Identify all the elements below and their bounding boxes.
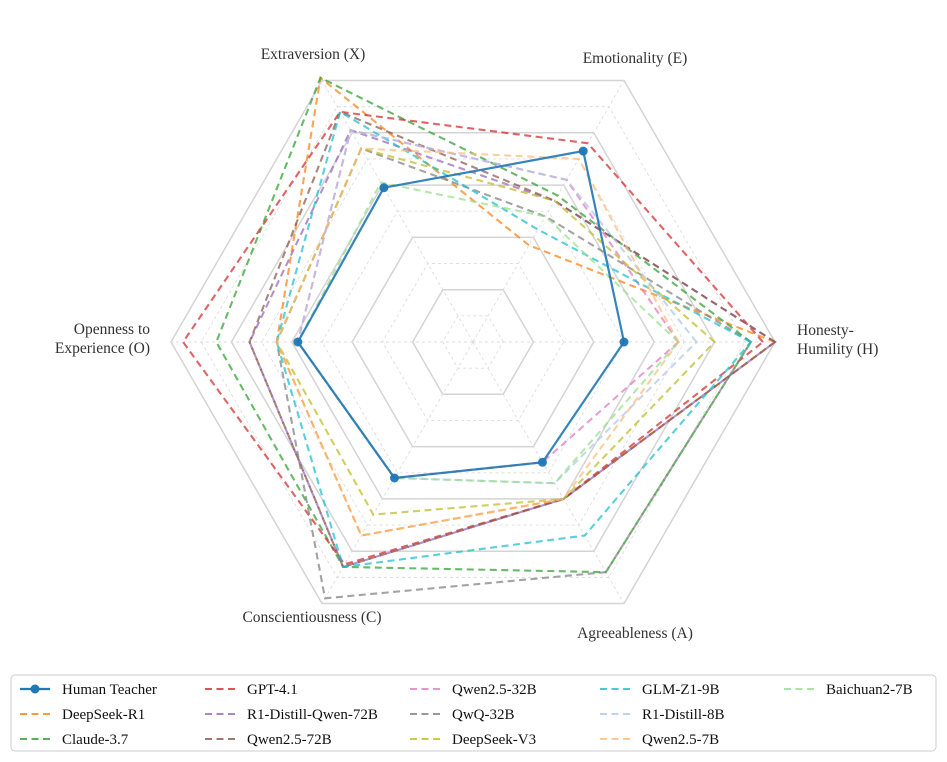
series-deepseek-r1 <box>275 75 778 537</box>
axis-label-line: Humility (H) <box>797 341 878 358</box>
data-point <box>293 337 303 347</box>
legend-label: DeepSeek-V3 <box>452 732 536 748</box>
series-gpt-4-1 <box>181 110 765 566</box>
series-line <box>296 128 698 485</box>
series-line <box>248 128 777 569</box>
legend-item-r1-distill-8b: R1-Distill-8B <box>600 707 725 723</box>
legend-label: Claude-3.7 <box>62 732 129 748</box>
series-line <box>181 110 765 566</box>
legend-label: Qwen2.5-72B <box>247 732 332 748</box>
legend-label: GLM-Z1-9B <box>642 682 720 698</box>
axis-label-agreeableness-a: Agreeableness (A) <box>577 625 693 642</box>
radar-series <box>181 75 778 600</box>
legend-label: DeepSeek-R1 <box>62 707 145 723</box>
series-line <box>275 110 753 569</box>
series-qwen2-5-72b <box>248 110 777 569</box>
series-line <box>248 110 777 569</box>
legend-item-glm-z1-9b: GLM-Z1-9B <box>600 682 720 698</box>
axis-label-extraversion-x: Extraversion (X) <box>261 46 366 63</box>
legend: Human Teacher DeepSeek-R1 Claude-3.7 GPT-4.… <box>10 674 937 752</box>
axis-label-line: Honesty- <box>797 322 854 339</box>
legend-label: R1-Distill-Qwen-72B <box>247 707 378 723</box>
series-line <box>215 76 753 574</box>
axis-label-honesty-humility-h: Honesty- Humility (H) <box>797 322 878 358</box>
legend-label: R1-Distill-8B <box>642 707 725 723</box>
legend-item-qwen2-5-72b: Qwen2.5-72B <box>205 732 332 748</box>
legend-item-claude-3-7: Claude-3.7 <box>20 732 129 748</box>
data-point <box>389 473 399 483</box>
legend-frame <box>10 674 937 752</box>
series-line <box>275 75 778 537</box>
legend-label: Qwen2.5-32B <box>452 682 537 698</box>
axis-spoke <box>472 80 625 343</box>
data-point <box>619 337 629 347</box>
data-point <box>578 146 588 156</box>
legend-item-gpt-4-1: GPT-4.1 <box>205 682 298 698</box>
legend-label: GPT-4.1 <box>247 682 298 698</box>
series-human-teacher <box>293 146 629 483</box>
axis-label-line: Openness to <box>74 321 150 338</box>
axis-label-line: Extraversion (X) <box>261 46 366 63</box>
axis-label-line: Experience (O) <box>55 340 150 357</box>
series-glm-z1-9b <box>275 110 753 569</box>
axis-labels: Honesty- Humility (H) Emotionality (E) Extr… <box>55 46 878 642</box>
data-point <box>379 183 389 193</box>
series-claude-3-7 <box>215 76 753 574</box>
axis-spoke <box>321 80 474 343</box>
series-r1-distill-8b <box>296 128 698 485</box>
legend-item-qwq-32b: QwQ-32B <box>410 707 515 723</box>
axis-spoke <box>321 341 474 604</box>
axis-spoke <box>472 341 625 604</box>
axis-label-emotionality-e: Emotionality (E) <box>583 50 688 67</box>
legend-item-deepseek-r1: DeepSeek-R1 <box>20 707 145 723</box>
legend-label: Human Teacher <box>62 682 157 698</box>
series-line <box>296 149 626 480</box>
legend-label: Qwen2.5-7B <box>642 732 719 748</box>
legend-item-qwen2-5-32b: Qwen2.5-32B <box>410 682 537 698</box>
legend-item-deepseek-v3: DeepSeek-V3 <box>410 732 536 748</box>
legend-label: QwQ-32B <box>452 707 515 723</box>
axis-label-line: Agreeableness (A) <box>577 625 693 642</box>
legend-label: Baichuan2-7B <box>826 682 913 698</box>
legend-item-baichuan2-7b: Baichuan2-7B <box>784 682 913 698</box>
legend-item-human-teacher: Human Teacher <box>20 682 157 698</box>
axis-label-conscientiousness-c: Conscientiousness (C) <box>242 609 381 626</box>
legend-item-qwen2-5-7b: Qwen2.5-7B <box>600 732 719 748</box>
axis-label-line: Emotionality (E) <box>583 50 688 67</box>
legend-item-r1-distill-qwen-72b: R1-Distill-Qwen-72B <box>205 707 378 723</box>
axis-label-openness-to-experience-o: Openness to Experience (O) <box>55 321 150 357</box>
series-r1-distill-qwen-72b <box>248 128 777 569</box>
legend-marker <box>30 684 40 694</box>
series-line <box>275 147 680 537</box>
data-point <box>537 457 547 467</box>
axis-label-line: Conscientiousness (C) <box>242 609 381 626</box>
series-qwen2-5-7b <box>275 147 680 537</box>
